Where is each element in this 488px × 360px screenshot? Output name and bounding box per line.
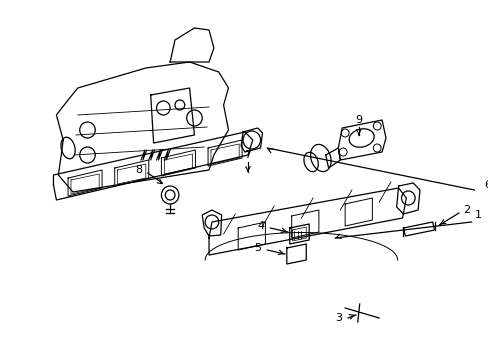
Text: 8: 8 bbox=[135, 165, 142, 175]
Text: 9: 9 bbox=[354, 115, 362, 125]
Text: 6: 6 bbox=[484, 180, 488, 190]
Text: 5: 5 bbox=[254, 243, 261, 253]
Text: 4: 4 bbox=[257, 221, 264, 231]
Text: 7: 7 bbox=[244, 150, 251, 160]
Text: 1: 1 bbox=[474, 210, 481, 220]
Text: 3: 3 bbox=[334, 313, 341, 323]
Text: 2: 2 bbox=[462, 205, 469, 215]
